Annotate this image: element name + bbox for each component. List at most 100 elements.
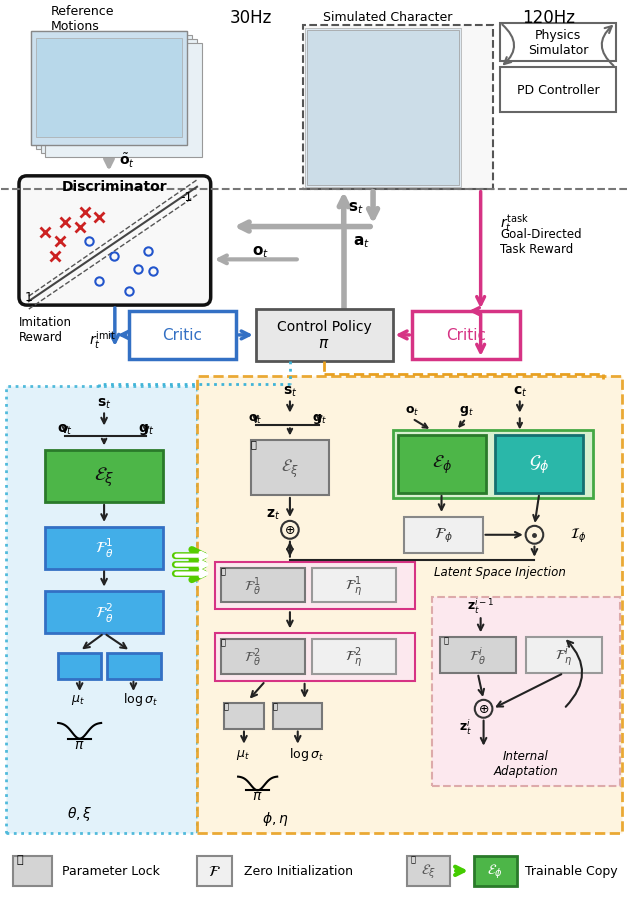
Text: $\mathbf{a}_t$: $\mathbf{a}_t$ bbox=[353, 234, 370, 250]
Text: $\mathcal{F}_\theta^1$: $\mathcal{F}_\theta^1$ bbox=[95, 537, 113, 559]
Text: $\oplus$: $\oplus$ bbox=[478, 702, 489, 715]
Bar bbox=[440, 638, 516, 673]
Text: 120Hz: 120Hz bbox=[523, 9, 575, 26]
Text: $\theta,\xi$: $\theta,\xi$ bbox=[67, 804, 92, 823]
Bar bbox=[303, 26, 493, 189]
Text: 🔒: 🔒 bbox=[224, 701, 229, 711]
Bar bbox=[500, 68, 616, 113]
Text: $\mathcal{F}_\theta^2$: $\mathcal{F}_\theta^2$ bbox=[244, 646, 261, 669]
Text: $\mathbf{z}_t^{i-1}$: $\mathbf{z}_t^{i-1}$ bbox=[467, 596, 494, 616]
Bar bbox=[273, 703, 322, 729]
Bar bbox=[129, 312, 236, 360]
Text: $\mathbf{c}_t$: $\mathbf{c}_t$ bbox=[513, 384, 527, 398]
Text: Goal-Directed
Task Reward: Goal-Directed Task Reward bbox=[500, 229, 582, 256]
Text: $\mathbf{g}_t$: $\mathbf{g}_t$ bbox=[459, 404, 474, 418]
Text: $\pi$: $\pi$ bbox=[252, 788, 263, 803]
Bar bbox=[312, 640, 396, 674]
Bar bbox=[432, 598, 620, 786]
Text: $\tilde{\mathbf{o}}_t$: $\tilde{\mathbf{o}}_t$ bbox=[118, 152, 134, 169]
Text: $\mathbf{o}_t$: $\mathbf{o}_t$ bbox=[252, 244, 269, 260]
Text: Control Policy: Control Policy bbox=[276, 320, 372, 333]
Text: 🔒: 🔒 bbox=[444, 636, 449, 645]
Text: Critic: Critic bbox=[163, 328, 202, 343]
Text: $r_t^{\rm task}$: $r_t^{\rm task}$ bbox=[500, 211, 529, 233]
Text: $\mathbf{o}_t$: $\mathbf{o}_t$ bbox=[248, 413, 263, 425]
Text: Parameter Lock: Parameter Lock bbox=[62, 865, 160, 877]
Text: $\mu_t$: $\mu_t$ bbox=[236, 747, 250, 761]
Bar bbox=[45, 592, 163, 633]
Text: $\phi,\eta$: $\phi,\eta$ bbox=[262, 809, 289, 827]
Bar bbox=[36, 38, 182, 138]
Text: $\log\sigma_t$: $\log\sigma_t$ bbox=[289, 745, 324, 763]
Bar bbox=[256, 310, 392, 362]
Bar bbox=[36, 36, 192, 149]
Bar bbox=[214, 633, 415, 681]
Bar bbox=[225, 703, 264, 729]
Text: Trainable Copy: Trainable Copy bbox=[525, 865, 618, 877]
Bar bbox=[45, 451, 163, 502]
Text: $\mathcal{E}_\xi$: $\mathcal{E}_\xi$ bbox=[94, 465, 115, 488]
Bar bbox=[500, 24, 616, 61]
Bar bbox=[251, 441, 329, 496]
Bar bbox=[31, 32, 188, 146]
Text: $\mathbf{o}_t$: $\mathbf{o}_t$ bbox=[405, 404, 419, 417]
Text: 1: 1 bbox=[25, 291, 33, 303]
Bar bbox=[221, 568, 305, 603]
Text: $\mathcal{F}_\eta^2$: $\mathcal{F}_\eta^2$ bbox=[345, 645, 362, 670]
Text: $\oplus$: $\oplus$ bbox=[284, 524, 296, 537]
Text: $\mathbf{s}_t$: $\mathbf{s}_t$ bbox=[97, 396, 111, 410]
Bar bbox=[305, 28, 461, 188]
Text: Zero Initialization: Zero Initialization bbox=[244, 865, 353, 877]
Text: Simulated Character: Simulated Character bbox=[323, 11, 452, 25]
Text: $\mathbf{s}_t$: $\mathbf{s}_t$ bbox=[283, 384, 297, 398]
Bar bbox=[412, 312, 520, 360]
Bar bbox=[40, 39, 197, 154]
Text: $\mathbf{g}_t$: $\mathbf{g}_t$ bbox=[138, 422, 154, 436]
Text: 🔒: 🔒 bbox=[221, 638, 226, 647]
Bar bbox=[13, 856, 52, 885]
Text: 30Hz: 30Hz bbox=[230, 9, 272, 26]
Text: $\mathbf{s}_t$: $\mathbf{s}_t$ bbox=[348, 200, 364, 215]
Text: $\mathcal{I}_\phi$: $\mathcal{I}_\phi$ bbox=[570, 526, 587, 545]
Text: Critic: Critic bbox=[446, 328, 486, 343]
Text: 🔒: 🔒 bbox=[251, 439, 257, 449]
Bar bbox=[404, 517, 483, 553]
Bar bbox=[221, 640, 305, 674]
Text: $\mathcal{F}_\eta^1$: $\mathcal{F}_\eta^1$ bbox=[345, 574, 362, 599]
Text: -1: -1 bbox=[180, 191, 193, 204]
Text: $\mathcal{F}_\eta^i$: $\mathcal{F}_\eta^i$ bbox=[556, 643, 572, 667]
Bar bbox=[495, 435, 583, 494]
Bar bbox=[6, 386, 197, 834]
Text: $\log\sigma_t$: $\log\sigma_t$ bbox=[123, 691, 157, 708]
Bar bbox=[31, 32, 188, 146]
Text: Discriminator: Discriminator bbox=[62, 179, 168, 193]
Bar bbox=[392, 431, 593, 498]
Text: $\mathcal{E}_\xi$: $\mathcal{E}_\xi$ bbox=[281, 457, 299, 480]
Text: $\mathcal{G}_\phi$: $\mathcal{G}_\phi$ bbox=[529, 454, 550, 476]
Text: 🔒: 🔒 bbox=[221, 567, 226, 576]
Text: $\mathcal{E}_\phi$: $\mathcal{E}_\phi$ bbox=[431, 454, 452, 476]
Text: Latent Space Injection: Latent Space Injection bbox=[435, 566, 566, 578]
Bar bbox=[525, 638, 602, 673]
Text: $\mathbf{z}_t$: $\mathbf{z}_t$ bbox=[266, 507, 280, 521]
Text: $\pi$: $\pi$ bbox=[319, 336, 330, 351]
Bar bbox=[45, 44, 202, 158]
Bar bbox=[397, 435, 486, 494]
Text: $\mathcal{F}_\phi$: $\mathcal{F}_\phi$ bbox=[434, 526, 453, 545]
Text: $r_t^{\rm imit}$: $r_t^{\rm imit}$ bbox=[90, 329, 116, 351]
Text: $\mathcal{F}$: $\mathcal{F}$ bbox=[208, 864, 221, 878]
Bar bbox=[58, 653, 101, 680]
Bar bbox=[312, 568, 396, 603]
FancyBboxPatch shape bbox=[19, 177, 211, 306]
Text: 🔒: 🔒 bbox=[410, 855, 415, 864]
Text: 🔒: 🔒 bbox=[16, 854, 22, 864]
Bar bbox=[307, 31, 459, 186]
Text: $\pi$: $\pi$ bbox=[74, 737, 85, 751]
Text: $\mathbf{z}_t^i$: $\mathbf{z}_t^i$ bbox=[460, 717, 472, 737]
Text: PD Controller: PD Controller bbox=[516, 84, 599, 97]
Text: $\mathcal{F}_\theta^1$: $\mathcal{F}_\theta^1$ bbox=[244, 575, 261, 597]
Bar bbox=[474, 856, 517, 885]
Text: $\mathbf{o}_t$: $\mathbf{o}_t$ bbox=[57, 422, 73, 436]
Text: $\mathbf{g}_t$: $\mathbf{g}_t$ bbox=[312, 412, 326, 426]
Bar bbox=[197, 376, 623, 834]
